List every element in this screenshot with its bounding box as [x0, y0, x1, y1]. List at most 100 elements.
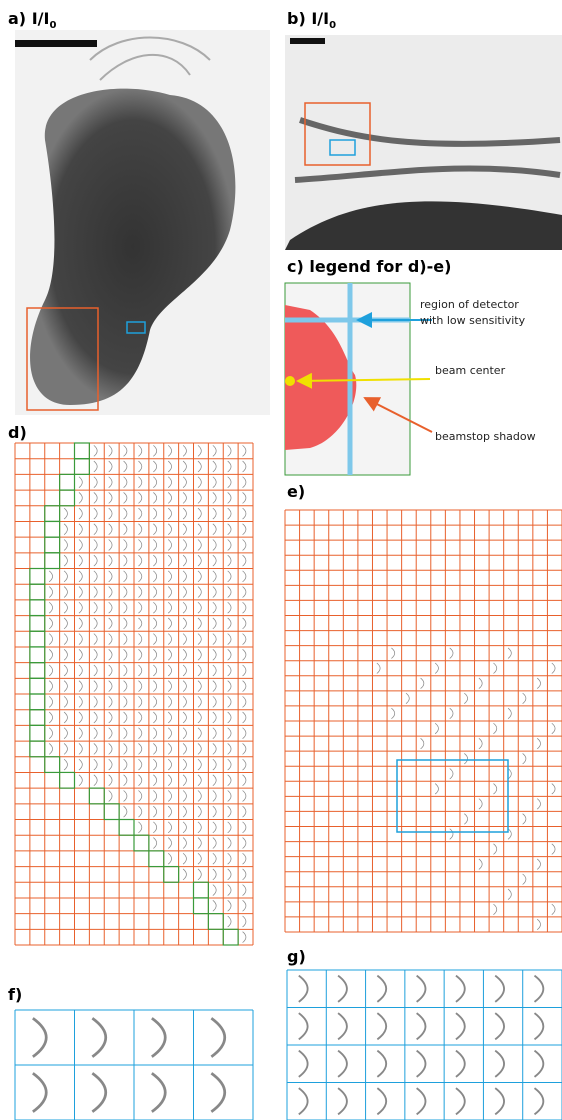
edge-cell	[45, 521, 60, 537]
pattern	[552, 723, 555, 734]
pattern	[153, 681, 156, 692]
pattern	[168, 790, 171, 801]
pattern	[183, 665, 186, 676]
scale-bar	[15, 40, 97, 47]
pattern	[183, 477, 186, 488]
pattern	[124, 681, 127, 692]
pattern	[243, 759, 246, 770]
pattern	[109, 445, 112, 456]
pattern	[228, 634, 231, 645]
pattern	[228, 712, 231, 723]
pattern	[168, 806, 171, 817]
pattern	[183, 838, 186, 849]
pattern	[109, 696, 112, 707]
pattern	[152, 1073, 165, 1112]
pattern	[168, 461, 171, 472]
pattern	[213, 775, 216, 786]
pattern	[183, 618, 186, 629]
pattern	[435, 723, 438, 734]
pattern	[138, 602, 141, 613]
pattern	[109, 634, 112, 645]
pattern	[198, 492, 201, 503]
pattern	[168, 853, 171, 864]
pattern	[183, 806, 186, 817]
edge-cell	[30, 584, 45, 600]
pattern	[243, 555, 246, 566]
pattern	[109, 775, 112, 786]
pattern	[168, 524, 171, 535]
pattern	[183, 461, 186, 472]
pattern	[243, 461, 246, 472]
pattern	[299, 1088, 308, 1114]
pattern	[213, 665, 216, 676]
pattern	[213, 900, 216, 911]
pattern	[228, 555, 231, 566]
pattern	[552, 663, 555, 674]
pattern	[168, 665, 171, 676]
pattern	[406, 693, 409, 704]
pattern	[228, 665, 231, 676]
pattern	[138, 806, 141, 817]
pattern	[523, 814, 526, 825]
pattern	[153, 822, 156, 833]
pattern	[228, 696, 231, 707]
pattern	[79, 477, 82, 488]
pattern	[153, 602, 156, 613]
beam-center	[285, 376, 295, 386]
pattern	[109, 743, 112, 754]
pattern	[213, 634, 216, 645]
pattern	[213, 461, 216, 472]
pattern	[198, 445, 201, 456]
pattern	[213, 743, 216, 754]
pattern	[79, 524, 82, 535]
pattern	[124, 743, 127, 754]
pattern	[243, 665, 246, 676]
pattern	[228, 539, 231, 550]
pattern	[198, 728, 201, 739]
pattern	[124, 524, 127, 535]
pattern	[168, 477, 171, 488]
pattern	[417, 1013, 426, 1039]
pattern	[183, 587, 186, 598]
pattern	[198, 759, 201, 770]
pattern	[168, 838, 171, 849]
pattern	[228, 790, 231, 801]
pattern	[493, 904, 496, 915]
pattern	[49, 665, 52, 676]
pattern	[456, 1013, 465, 1039]
pattern	[168, 571, 171, 582]
scale-bar	[290, 38, 325, 44]
pattern	[243, 790, 246, 801]
pattern	[377, 1013, 386, 1039]
figure: a) I/I0 b) I/I0 c) legend for d)-e) regi…	[0, 0, 562, 1120]
pattern	[138, 445, 141, 456]
pattern	[64, 508, 67, 519]
pattern	[198, 853, 201, 864]
pattern	[138, 822, 141, 833]
pattern	[64, 696, 67, 707]
pattern	[338, 1051, 347, 1077]
pattern	[213, 618, 216, 629]
pattern	[243, 822, 246, 833]
pattern	[243, 916, 246, 927]
pattern	[198, 571, 201, 582]
edge-cell	[30, 600, 45, 616]
pattern	[109, 539, 112, 550]
pattern	[94, 743, 97, 754]
pattern	[456, 976, 465, 1002]
pattern	[523, 874, 526, 885]
panel-label: a) I/I0	[8, 9, 56, 31]
pattern	[168, 759, 171, 770]
pattern	[213, 681, 216, 692]
pattern	[94, 445, 97, 456]
pattern	[421, 738, 424, 749]
pattern	[94, 587, 97, 598]
pattern	[228, 743, 231, 754]
pattern	[198, 790, 201, 801]
pattern	[168, 743, 171, 754]
pattern	[243, 649, 246, 660]
pattern	[64, 712, 67, 723]
pattern	[124, 445, 127, 456]
pattern	[198, 461, 201, 472]
edge-cell	[45, 537, 60, 553]
